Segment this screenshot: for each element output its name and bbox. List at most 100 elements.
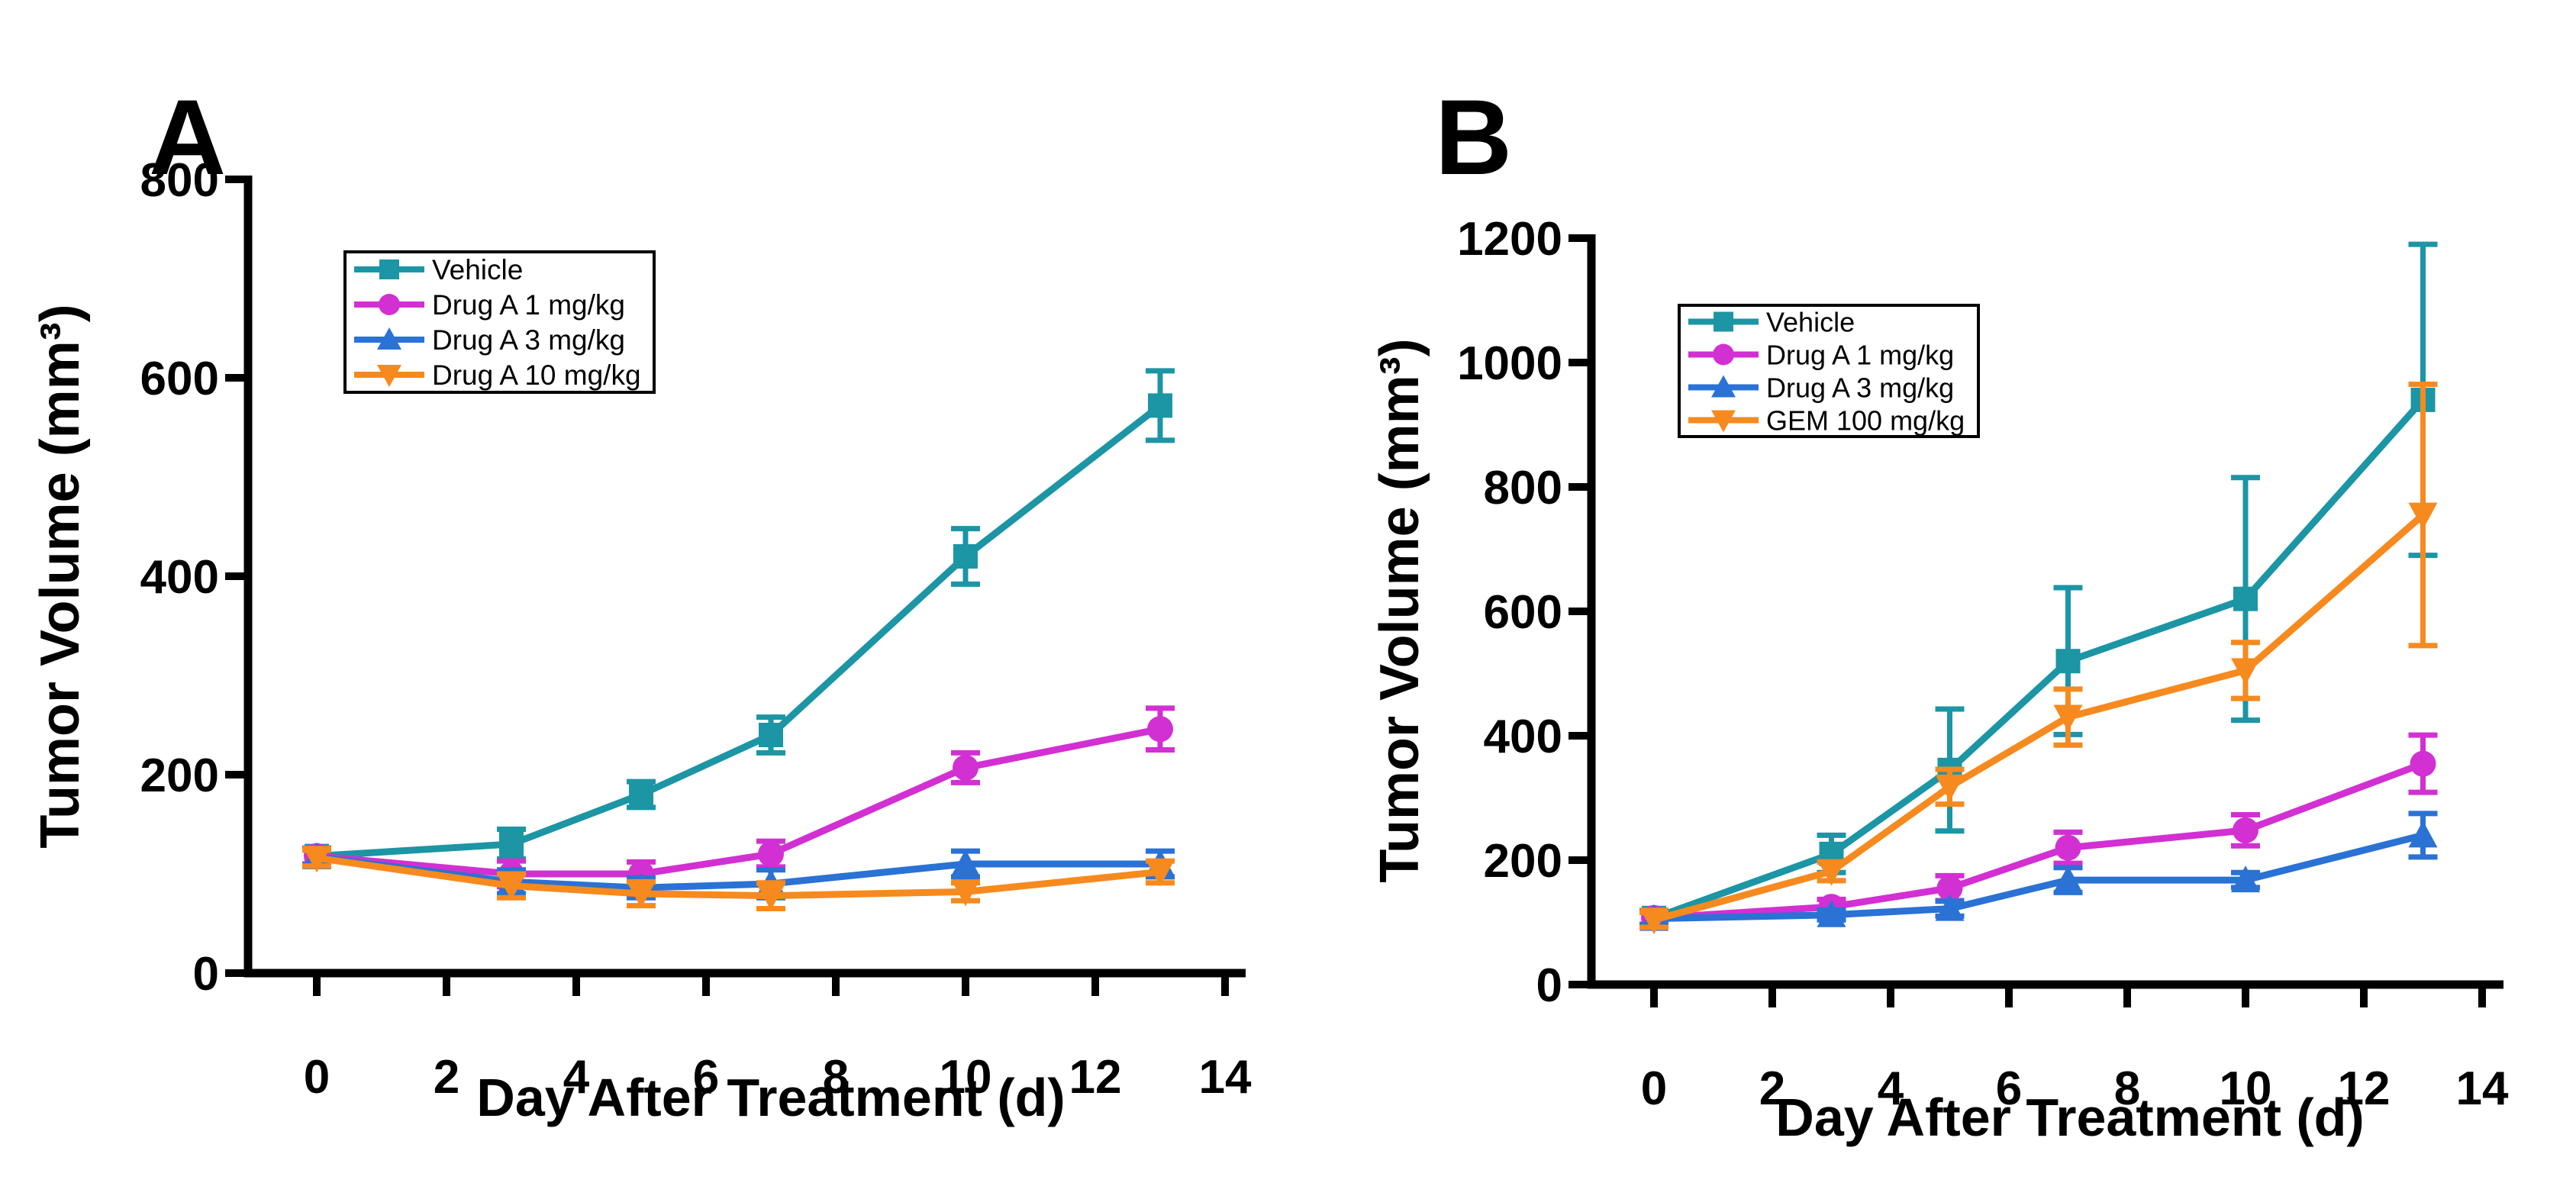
series-line-drug-a-1-mg-kg [316,725,1161,878]
legend-item-gem-100-mg-kg: GEM 100 mg/kg [1688,405,1965,437]
series-line-vehicle [1652,397,2426,922]
legend-marker-square [1714,311,1733,332]
panel-b-x-axis-title: Day After Treatment (d) [1775,1088,2364,1147]
series-line-drug-a-1-mg-kg [1653,760,2425,922]
series-line-drug-a-3-mg-kg [1653,832,2424,923]
data-point-vehicle [2055,649,2081,674]
data-point-drug-a-10-mg-kg [627,882,656,908]
data-point-drug-a-1-mg-kg [1147,716,1173,743]
data-point-drug-a-1-mg-kg [1936,875,1963,901]
y-tick-label: 1000 [1457,337,1562,390]
data-point-gem-100-mg-kg [2053,704,2083,732]
legend-marker-triangle-down [1711,410,1736,433]
legend-label: Vehicle [432,254,523,285]
x-tick-label: 2 [1759,1062,1785,1115]
series-drug-a-10-mg-kg [302,846,1175,911]
data-point-drug-a-3-mg-kg [951,849,980,876]
legend-marker-circle [379,294,400,315]
x-tick-label: 8 [823,1051,849,1104]
data-point-drug-a-3-mg-kg [2408,820,2438,848]
series-gem-100-mg-kg [1639,382,2438,935]
x-tick-label: 14 [2456,1062,2509,1115]
series-drug-a-3-mg-kg [1639,811,2438,931]
series-line-drug-a-3-mg-kg [316,853,1160,891]
x-tick-label: 6 [693,1051,719,1104]
legend-item-drug-a-10-mg-kg: Drug A 10 mg/kg [354,359,641,391]
legend-label: GEM 100 mg/kg [1766,405,1965,437]
data-point-vehicle [759,723,783,747]
x-tick-label: 14 [1199,1051,1252,1104]
y-tick-label: 600 [140,353,219,405]
data-point-drug-a-10-mg-kg [302,846,331,873]
data-point-vehicle [953,544,978,569]
series-vehicle [302,368,1175,869]
x-tick-label: 4 [563,1051,590,1104]
x-tick-label: 0 [304,1051,330,1104]
legend-marker-circle [1713,343,1734,366]
y-tick-label: 200 [140,749,219,802]
data-point-drug-a-3-mg-kg [1817,900,1846,927]
panel-a-y-axis-title: Tumor Volume (mm³) [30,304,91,848]
panel-b-y-axis-title: Tumor Volume (mm³) [1369,338,1430,882]
series-line-drug-a-10-mg-kg [316,854,1161,900]
legend-item-drug-a-3-mg-kg: Drug A 3 mg/kg [1688,372,1954,404]
x-tick-label: 4 [1878,1062,1904,1115]
series-line-gem-100-mg-kg [1652,512,2426,924]
y-tick-label: 0 [193,948,219,1001]
panel-a-x-axis-title: Day After Treatment (d) [476,1068,1065,1127]
x-tick-label: 2 [434,1051,459,1104]
data-point-drug-a-10-mg-kg [756,883,785,911]
data-point-drug-a-3-mg-kg [1935,894,1965,921]
data-point-gem-100-mg-kg [1817,859,1846,886]
axes: 0 200 400 600 800 1000 1200 0 2 4 6 8 10 12 14 [1457,213,2509,1115]
data-point-drug-a-1-mg-kg [2055,834,2081,861]
x-tick-label: 12 [1069,1051,1122,1104]
legend-item-drug-a-3-mg-kg: Drug A 3 mg/kg [354,324,625,356]
x-tick-label: 12 [2338,1062,2391,1115]
legend-label: Drug A 10 mg/kg [432,359,641,391]
data-point-gem-100-mg-kg [2408,502,2438,530]
y-tick-label: 800 [140,154,219,207]
data-point-drug-a-1-mg-kg [2410,750,2436,777]
y-tick-label: 1200 [1457,213,1562,266]
legend-marker-triangle-up [377,327,401,350]
data-point-drug-a-1-mg-kg [758,841,784,867]
axes: 0 200 400 600 800 0 2 4 6 8 10 12 14 [140,154,1252,1104]
data-point-drug-a-1-mg-kg [953,754,978,781]
y-tick-label: 600 [1484,586,1562,639]
data-point-drug-a-1-mg-kg [2233,817,2258,843]
legend-label: Drug A 1 mg/kg [432,289,625,321]
legend-item-vehicle: Vehicle [1688,307,1855,338]
series-drug-a-1-mg-kg [1639,732,2438,931]
legend-label: Drug A 3 mg/kg [432,324,625,356]
data-point-vehicle [629,782,653,807]
data-point-drug-a-10-mg-kg [951,879,980,907]
series-line-vehicle [316,402,1162,860]
x-tick-label: 10 [2220,1062,2272,1115]
legend-label: Vehicle [1766,307,1855,338]
x-tick-label: 8 [2114,1062,2140,1115]
data-point-drug-a-3-mg-kg [2053,865,2083,893]
data-point-drug-a-10-mg-kg [497,873,526,901]
legend-item-vehicle: Vehicle [354,254,523,285]
legend-marker-square [379,259,399,279]
y-tick-label: 0 [1536,959,1562,1012]
legend-label: Drug A 3 mg/kg [1766,372,1954,404]
series-drug-a-1-mg-kg [302,705,1175,890]
legend-marker-triangle-down [377,365,401,387]
y-tick-label: 800 [1484,462,1562,514]
data-point-vehicle [2233,586,2258,611]
data-point-gem-100-mg-kg [2231,658,2260,685]
y-tick-label: 400 [140,551,219,604]
panel-b-letter: B [1435,77,1512,197]
legend-marker-triangle-up [1711,375,1736,398]
legend-item-drug-a-1-mg-kg: Drug A 1 mg/kg [354,289,625,321]
panel-a-plot: 0 200 400 600 800 0 2 4 6 8 10 12 14 Vehicle Drug A 1 … [140,154,1252,1104]
data-point-gem-100-mg-kg [1639,907,1668,935]
data-point-vehicle [499,832,524,856]
panel-a-letter: A [149,77,226,197]
